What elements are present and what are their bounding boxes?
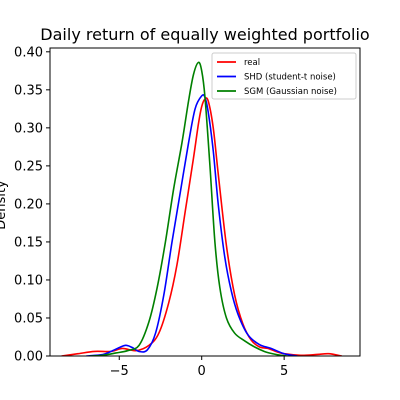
legend-label-shd-student-t-noise: SHD (student-t noise)	[244, 73, 336, 83]
plot-frame	[49, 47, 361, 357]
legend-label-sgm-gaussian-noise: SGM (Gaussian noise)	[244, 87, 337, 97]
y-tick-label: 0.10	[14, 273, 43, 288]
y-tick-label: 0.00	[14, 350, 43, 365]
series-line-real	[61, 97, 343, 356]
y-tick-label: 0.30	[14, 121, 43, 136]
y-tick-label: 0.35	[14, 83, 43, 98]
legend: real SHD (student-t noise) SGM (Gaussian n…	[211, 52, 357, 100]
y-axis: 0.00 0.05 0.10 0.15 0.20 0.25 0.30 0.35 0.40	[14, 45, 50, 365]
series-line-sgm-gaussian-noise	[89, 61, 288, 356]
y-tick-label: 0.20	[14, 197, 43, 212]
y-tick-label: 0.05	[14, 311, 43, 326]
plot-area: −5 0 5 0.00 0.05 0.10 0.15 0.20 0.25 0.30 0.35 0.4…	[14, 45, 361, 379]
chart-title: Daily return of equally weighted portfol…	[40, 25, 369, 44]
legend-label-real: real	[244, 58, 260, 68]
y-tick-label: 0.40	[14, 45, 43, 60]
y-tick-label: 0.15	[14, 235, 43, 250]
y-tick-label: 0.25	[14, 159, 43, 174]
legend-box	[211, 52, 357, 100]
series-layer	[61, 61, 343, 356]
x-tick-label: −5	[110, 364, 129, 379]
x-axis: −5 0 5	[110, 356, 288, 379]
x-tick-label: 5	[280, 364, 288, 379]
x-tick-label: 0	[198, 364, 206, 379]
y-axis-label: Density	[0, 180, 9, 230]
series-line-shd-student-t-noise	[86, 94, 298, 356]
